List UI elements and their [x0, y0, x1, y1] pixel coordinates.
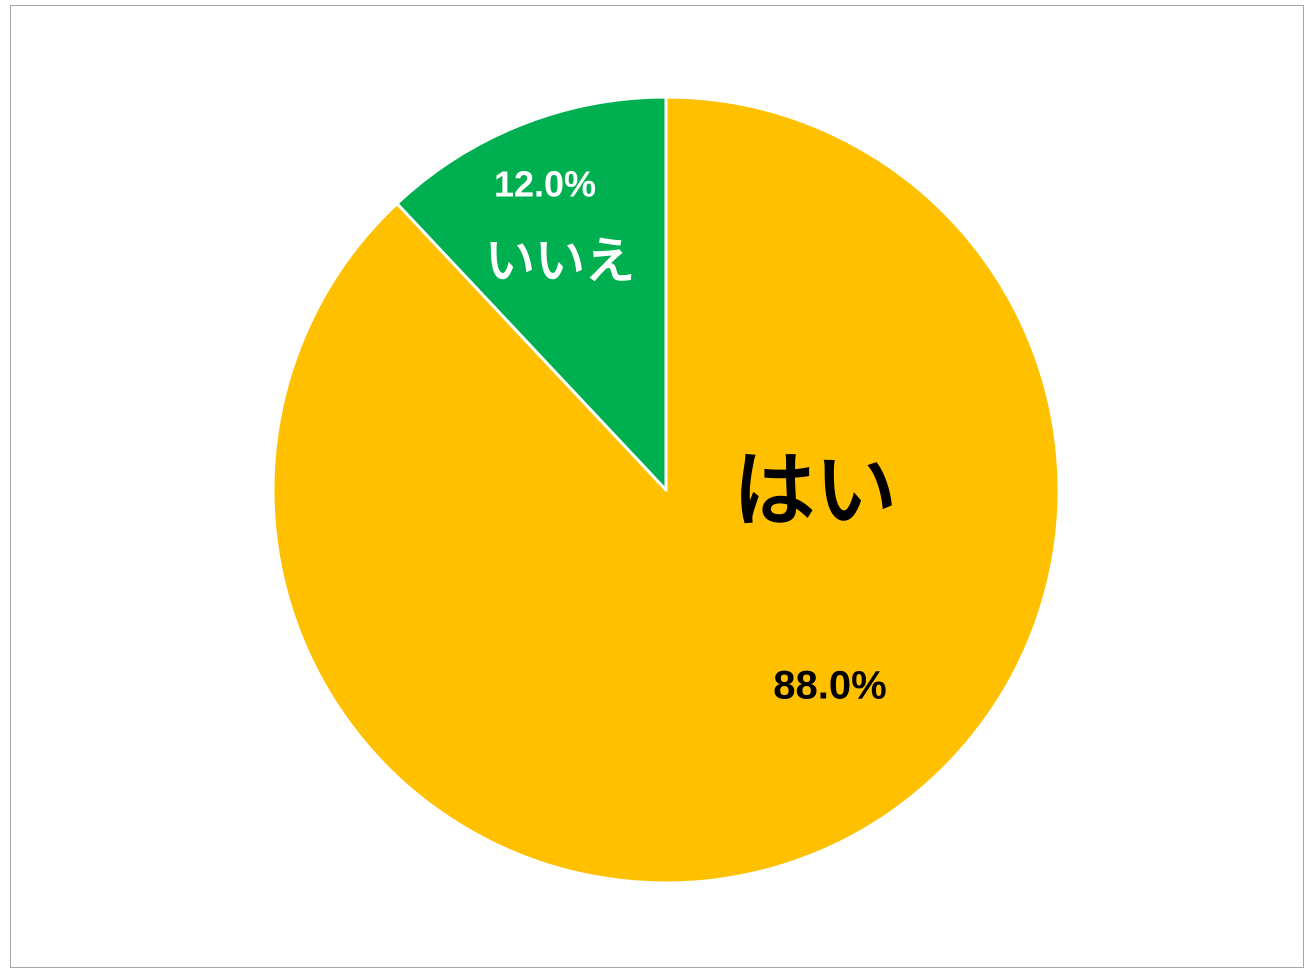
slice-label: はい	[733, 446, 897, 537]
value-label: 88.0%	[773, 664, 886, 708]
slice-label: いいえ	[485, 233, 635, 289]
pie-slice	[395, 95, 668, 492]
value-label: 12.0%	[494, 164, 596, 205]
